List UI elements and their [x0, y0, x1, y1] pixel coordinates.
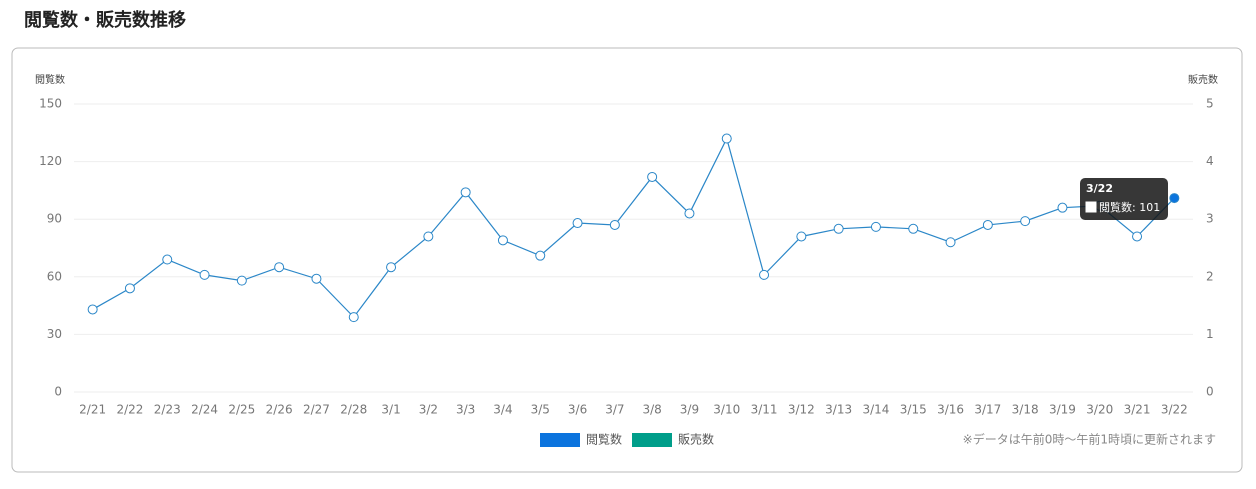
y-axis-title: 閲覧数: [35, 73, 65, 86]
data-point: [833, 223, 844, 234]
y2-tick-label: 4: [1206, 154, 1214, 168]
data-point: [796, 231, 807, 242]
x-tick-label: 3/4: [493, 403, 512, 417]
y2-tick-label: 3: [1206, 212, 1214, 226]
data-point: [497, 235, 508, 246]
data-point: [684, 208, 695, 219]
legend-label: 販売数: [678, 432, 714, 447]
tooltip-text: 閲覧数: 101: [1099, 200, 1160, 214]
data-point: [423, 231, 434, 242]
data-point: [945, 237, 956, 248]
data-point: [982, 219, 993, 230]
legend-swatch: [632, 433, 672, 447]
x-tick-label: 2/28: [340, 403, 367, 417]
tooltip-swatch: [1085, 201, 1097, 213]
x-tick-label: 3/1: [381, 403, 400, 417]
data-point: [386, 262, 397, 273]
y-tick-label: 150: [39, 97, 62, 111]
x-tick-label: 3/8: [642, 403, 661, 417]
x-tick-label: 3/2: [419, 403, 438, 417]
x-tick-label: 3/18: [1012, 403, 1039, 417]
data-point: [870, 221, 881, 232]
data-point: [124, 283, 135, 294]
x-tick-label: 3/3: [456, 403, 475, 417]
data-point: [647, 171, 658, 182]
y-tick-label: 30: [47, 327, 62, 341]
x-tick-label: 3/19: [1049, 403, 1076, 417]
x-tick-label: 3/9: [680, 403, 699, 417]
card: [11, 47, 1243, 473]
y-tick-label: 120: [39, 154, 62, 168]
y-tick-label: 0: [54, 385, 62, 399]
y-tick-label: 90: [47, 212, 62, 226]
data-point: [535, 250, 546, 261]
y2-tick-label: 0: [1206, 385, 1214, 399]
data-point: [1132, 231, 1143, 242]
x-tick-label: 2/25: [228, 403, 255, 417]
data-point: [572, 218, 583, 229]
data-point: [1169, 193, 1180, 204]
tooltip-box: [1080, 178, 1168, 220]
x-tick-label: 3/21: [1124, 403, 1151, 417]
data-point: [199, 269, 210, 280]
data-point: [274, 262, 285, 273]
x-tick-label: 3/5: [531, 403, 550, 417]
data-point: [236, 275, 247, 286]
x-tick-label: 3/16: [937, 403, 964, 417]
data-point: [759, 269, 770, 280]
x-tick-label: 3/6: [568, 403, 587, 417]
note: ※データは午前0時～午前1時頃に更新されます: [963, 432, 1216, 447]
page-title: 閲覧数・販売数推移: [24, 9, 186, 31]
x-tick-label: 2/23: [154, 403, 181, 417]
data-point: [1057, 202, 1068, 213]
y2-tick-label: 1: [1206, 327, 1214, 341]
data-point: [311, 273, 322, 284]
x-tick-label: 2/21: [79, 403, 106, 417]
data-point: [1020, 216, 1031, 227]
x-tick-label: 3/22: [1161, 403, 1188, 417]
x-tick-label: 2/24: [191, 403, 218, 417]
x-tick-label: 2/26: [266, 403, 293, 417]
x-tick-label: 3/7: [605, 403, 624, 417]
data-point: [348, 312, 359, 323]
x-tick-label: 3/15: [900, 403, 927, 417]
data-point: [87, 304, 98, 315]
data-point: [908, 223, 919, 234]
y2-axis-title: 販売数: [1188, 73, 1218, 86]
tooltip-title: 3/22: [1086, 182, 1113, 195]
x-tick-label: 2/22: [116, 403, 143, 417]
data-point: [721, 133, 732, 144]
x-tick-label: 3/10: [713, 403, 740, 417]
data-point: [460, 187, 471, 198]
x-tick-label: 3/17: [974, 403, 1001, 417]
legend-swatch: [540, 433, 580, 447]
data-point: [609, 219, 620, 230]
x-tick-label: 3/14: [862, 403, 889, 417]
x-tick-label: 2/27: [303, 403, 330, 417]
x-tick-label: 3/11: [751, 403, 778, 417]
series-line: [92, 136, 1175, 319]
x-tick-label: 3/12: [788, 403, 815, 417]
data-point: [162, 254, 173, 265]
x-tick-label: 3/13: [825, 403, 852, 417]
legend-label: 閲覧数: [586, 432, 622, 447]
x-tick-label: 3/20: [1086, 403, 1113, 417]
y-tick-label: 60: [47, 269, 62, 283]
y2-tick-label: 2: [1206, 269, 1214, 283]
y2-tick-label: 5: [1206, 97, 1214, 111]
